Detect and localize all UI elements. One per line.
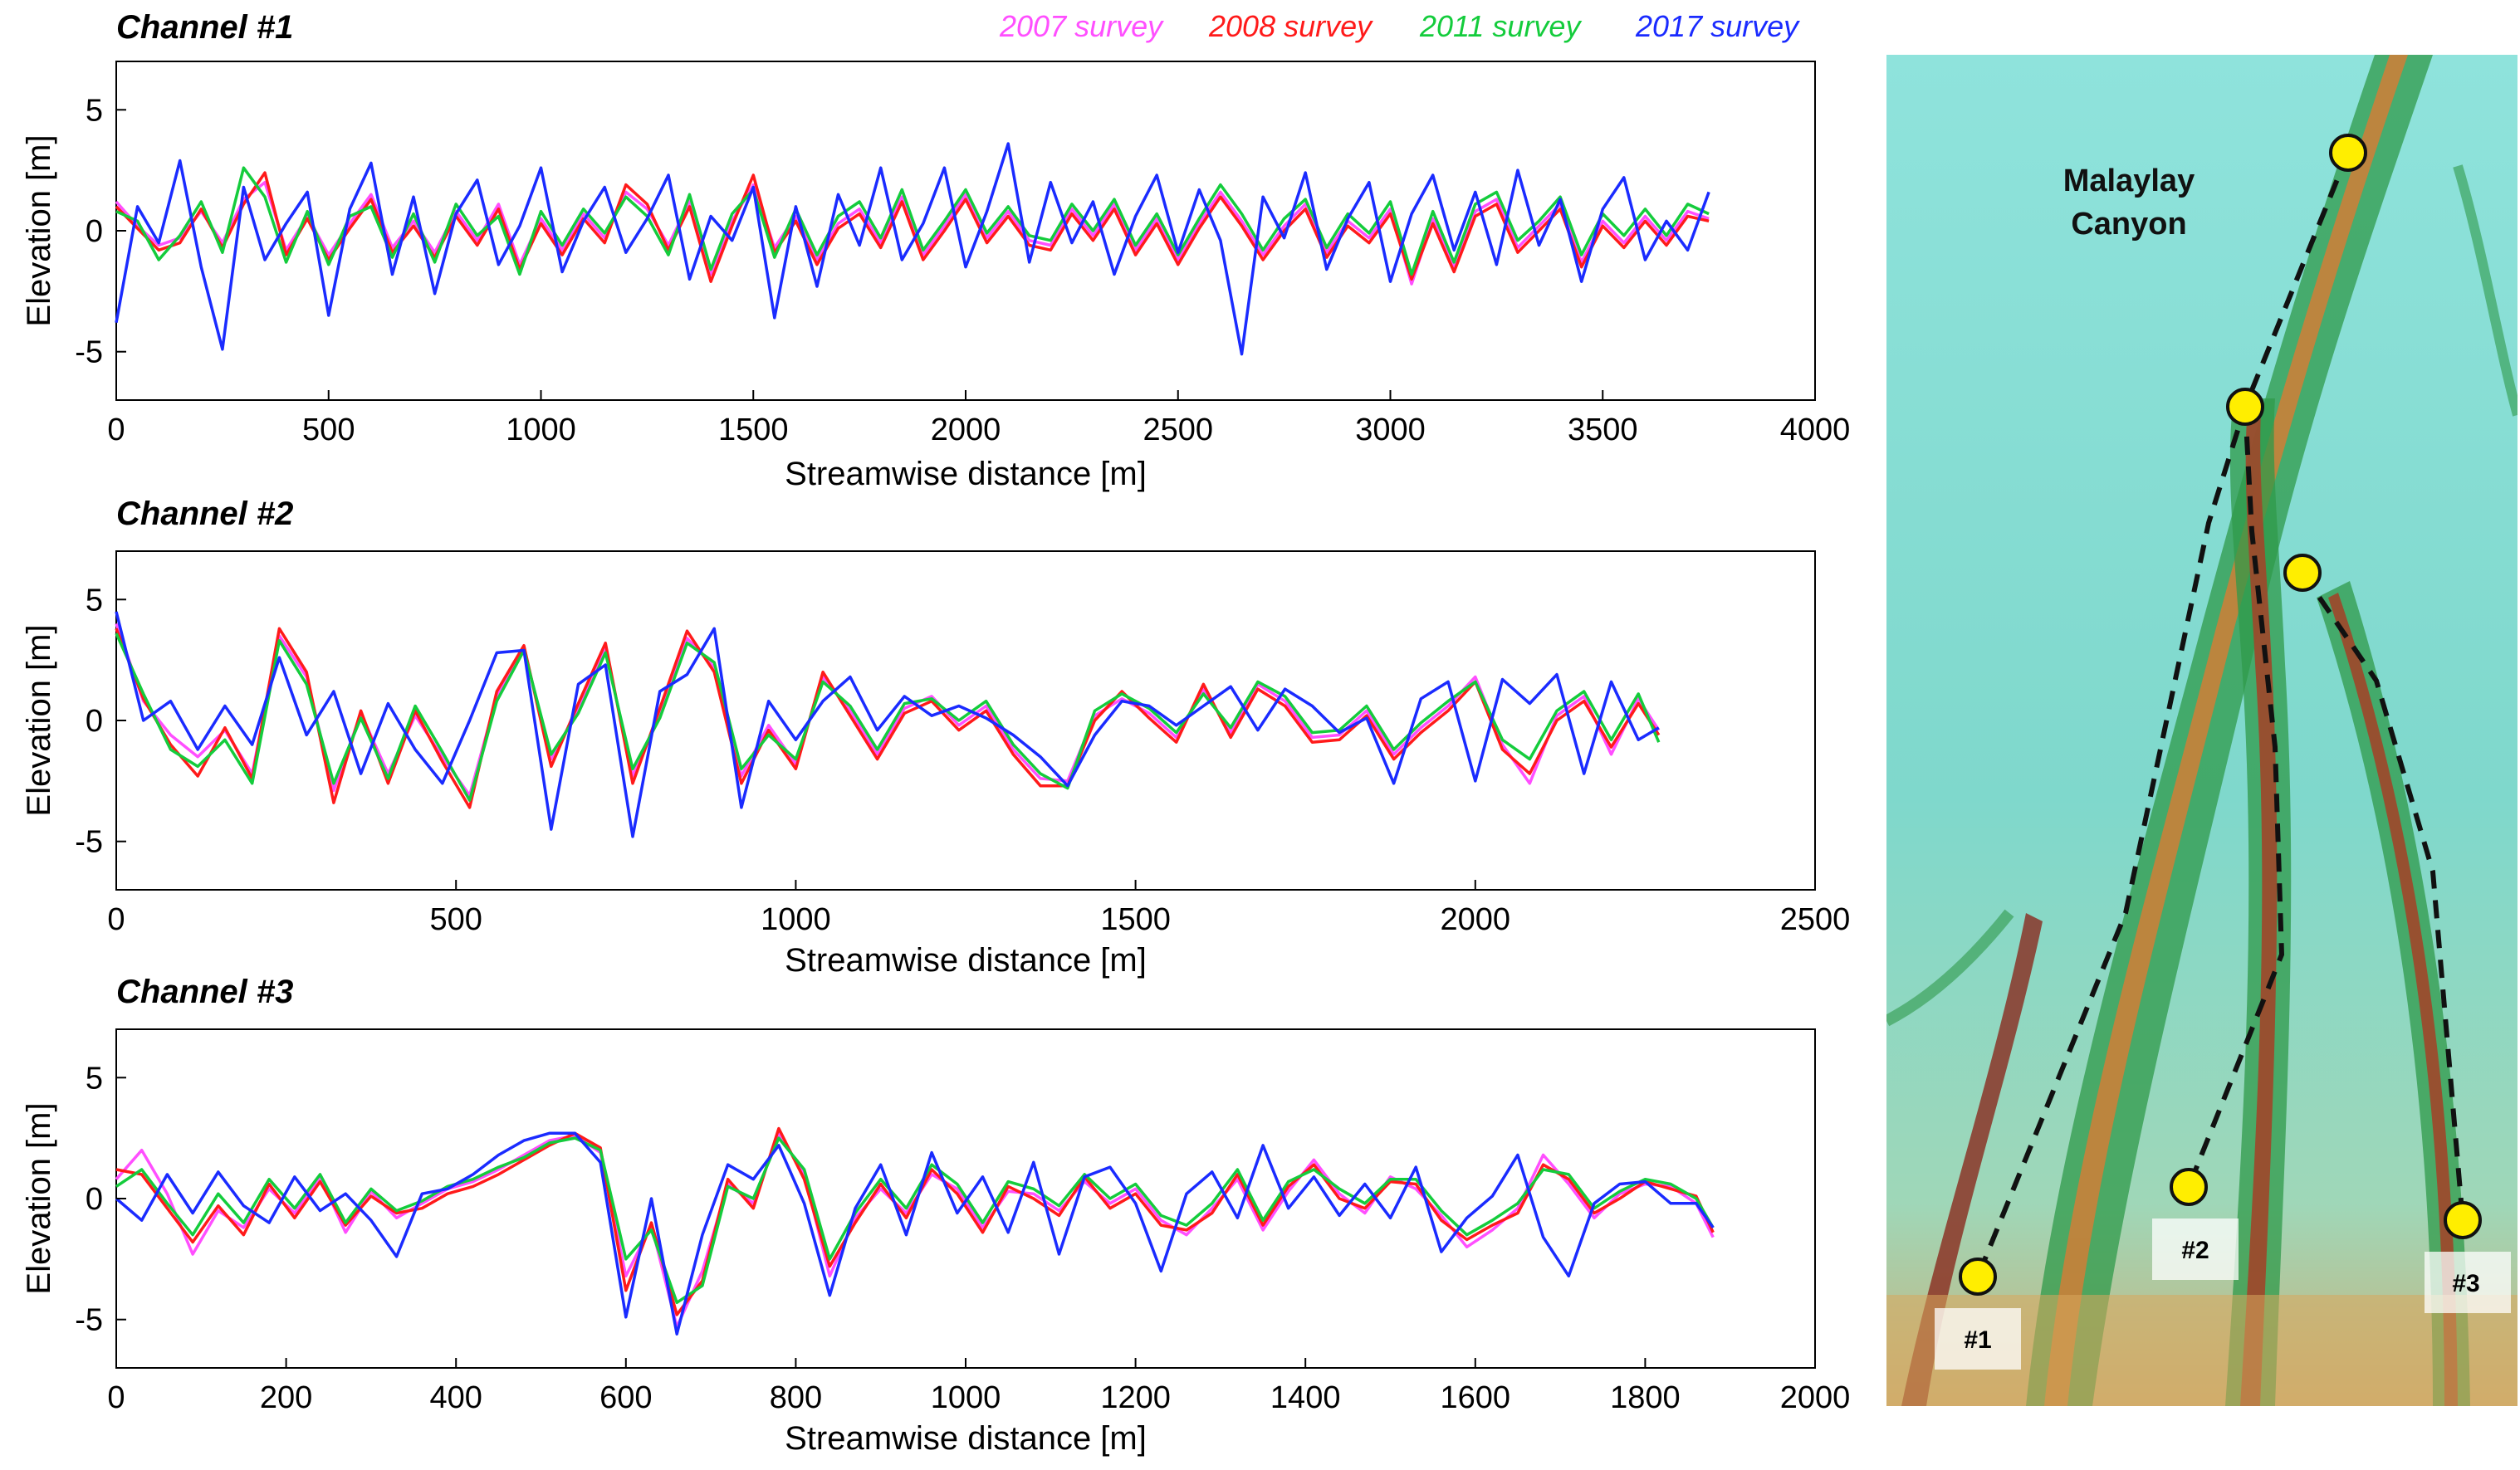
y-tick-label: 5 — [86, 583, 103, 618]
x-tick-label: 2500 — [1780, 902, 1851, 937]
y-tick-label: 0 — [86, 1182, 103, 1217]
x-axis-label: Streamwise distance [m] — [785, 456, 1147, 492]
x-tick-label: 2000 — [931, 413, 1001, 447]
legend: 2007 survey 2008 survey 2011 survey 2017… — [999, 9, 1800, 43]
legend-2017: 2017 survey — [1635, 9, 1800, 43]
x-tick-label: 1000 — [506, 413, 576, 447]
x-tick-label: 1400 — [1270, 1380, 1341, 1415]
canyon-label: Malaylay — [2063, 164, 2195, 198]
x-tick-label: 1500 — [1100, 902, 1171, 937]
x-tick-label: 2000 — [1780, 1380, 1851, 1415]
x-tick-label: 1000 — [931, 1380, 1001, 1415]
marker-dot — [2283, 554, 2322, 592]
marker-label-1: #1 — [1964, 1326, 1991, 1354]
marker-badges: #1 #2 #3 — [1935, 1218, 2511, 1370]
series-line-2011 — [115, 166, 1710, 276]
marker-dot — [2226, 388, 2264, 426]
y-tick-label: 5 — [86, 1061, 103, 1096]
bathymetry-map: Malaylay Canyon #1 #2 #3 — [1886, 55, 2518, 1406]
series-line-2017 — [115, 611, 1660, 838]
chart-title: Channel #1 — [116, 9, 293, 46]
plot-frame — [115, 61, 1816, 401]
marker-dot — [2329, 134, 2367, 172]
x-tick-label: 4000 — [1780, 413, 1851, 447]
chart-title: Channel #3 — [116, 974, 293, 1010]
x-tick-label: 0 — [107, 902, 125, 937]
marker-label-2: #2 — [2181, 1237, 2209, 1264]
x-tick-label: 1200 — [1100, 1380, 1171, 1415]
x-tick-label: 600 — [599, 1380, 652, 1415]
x-tick-label: 3000 — [1355, 413, 1426, 447]
canyon-label: Canyon — [2071, 207, 2186, 242]
y-tick-label: -5 — [75, 335, 103, 370]
chart-title: Channel #2 — [116, 496, 293, 532]
channel-1-chart: Channel #1 0 500 1000 1500 2000 2500 3000 3500 4… — [21, 9, 1850, 492]
y-axis-label: Elevation [m] — [21, 1102, 57, 1294]
x-tick-label: 2500 — [1143, 413, 1213, 447]
x-tick-label: 1800 — [1610, 1380, 1681, 1415]
legend-2011: 2011 survey — [1419, 9, 1582, 43]
x-tick-label: 400 — [429, 1380, 482, 1415]
y-axis-label: Elevation [m] — [21, 134, 57, 326]
legend-2007: 2007 survey — [999, 9, 1164, 43]
marker-dot — [1959, 1258, 1997, 1296]
marker-label-3: #3 — [2452, 1270, 2479, 1297]
x-tick-label: 200 — [260, 1380, 312, 1415]
series-line-2011 — [115, 632, 1661, 802]
channel-paths — [1975, 151, 2465, 1278]
channel-path-3 — [2300, 571, 2465, 1221]
series-line-2017 — [115, 142, 1710, 356]
y-tick-label: 0 — [86, 214, 103, 249]
channel-path-1 — [1975, 151, 2351, 1278]
x-tick-label: 0 — [107, 1380, 125, 1415]
marker-dot — [2444, 1201, 2482, 1239]
series-line-2011 — [115, 1136, 1715, 1305]
channel-3-chart: Channel #3 0 200 400 600 800 1000 1200 1400 1600… — [21, 974, 1850, 1457]
y-tick-label: -5 — [75, 1303, 103, 1338]
x-tick-label: 500 — [302, 413, 355, 447]
channel-path-2 — [2186, 406, 2285, 1189]
x-tick-label: 1500 — [718, 413, 789, 447]
x-tick-label: 2000 — [1441, 902, 1511, 937]
badge-box — [2152, 1218, 2239, 1280]
series-line-2017 — [115, 1131, 1715, 1336]
x-axis-label: Streamwise distance [m] — [785, 942, 1147, 979]
marker-dot — [2170, 1168, 2208, 1206]
legend-2008: 2008 survey — [1208, 9, 1373, 43]
x-tick-label: 800 — [770, 1380, 822, 1415]
x-tick-label: 0 — [107, 413, 125, 447]
y-tick-label: -5 — [75, 825, 103, 860]
x-tick-label: 1000 — [761, 902, 831, 937]
channel-2-chart: Channel #2 0 500 1000 1500 2000 2500 5 0 -5 Stre… — [21, 496, 1850, 979]
badge-box — [1935, 1308, 2021, 1370]
y-tick-label: 0 — [86, 704, 103, 739]
map-terrain — [1886, 55, 2518, 1406]
y-axis-label: Elevation [m] — [21, 624, 57, 816]
x-tick-label: 500 — [429, 902, 482, 937]
marker-dots — [1959, 134, 2482, 1296]
x-tick-label: 1600 — [1441, 1380, 1511, 1415]
x-tick-label: 3500 — [1568, 413, 1638, 447]
y-tick-label: 5 — [86, 93, 103, 128]
badge-box — [2425, 1252, 2511, 1313]
x-axis-label: Streamwise distance [m] — [785, 1420, 1147, 1457]
